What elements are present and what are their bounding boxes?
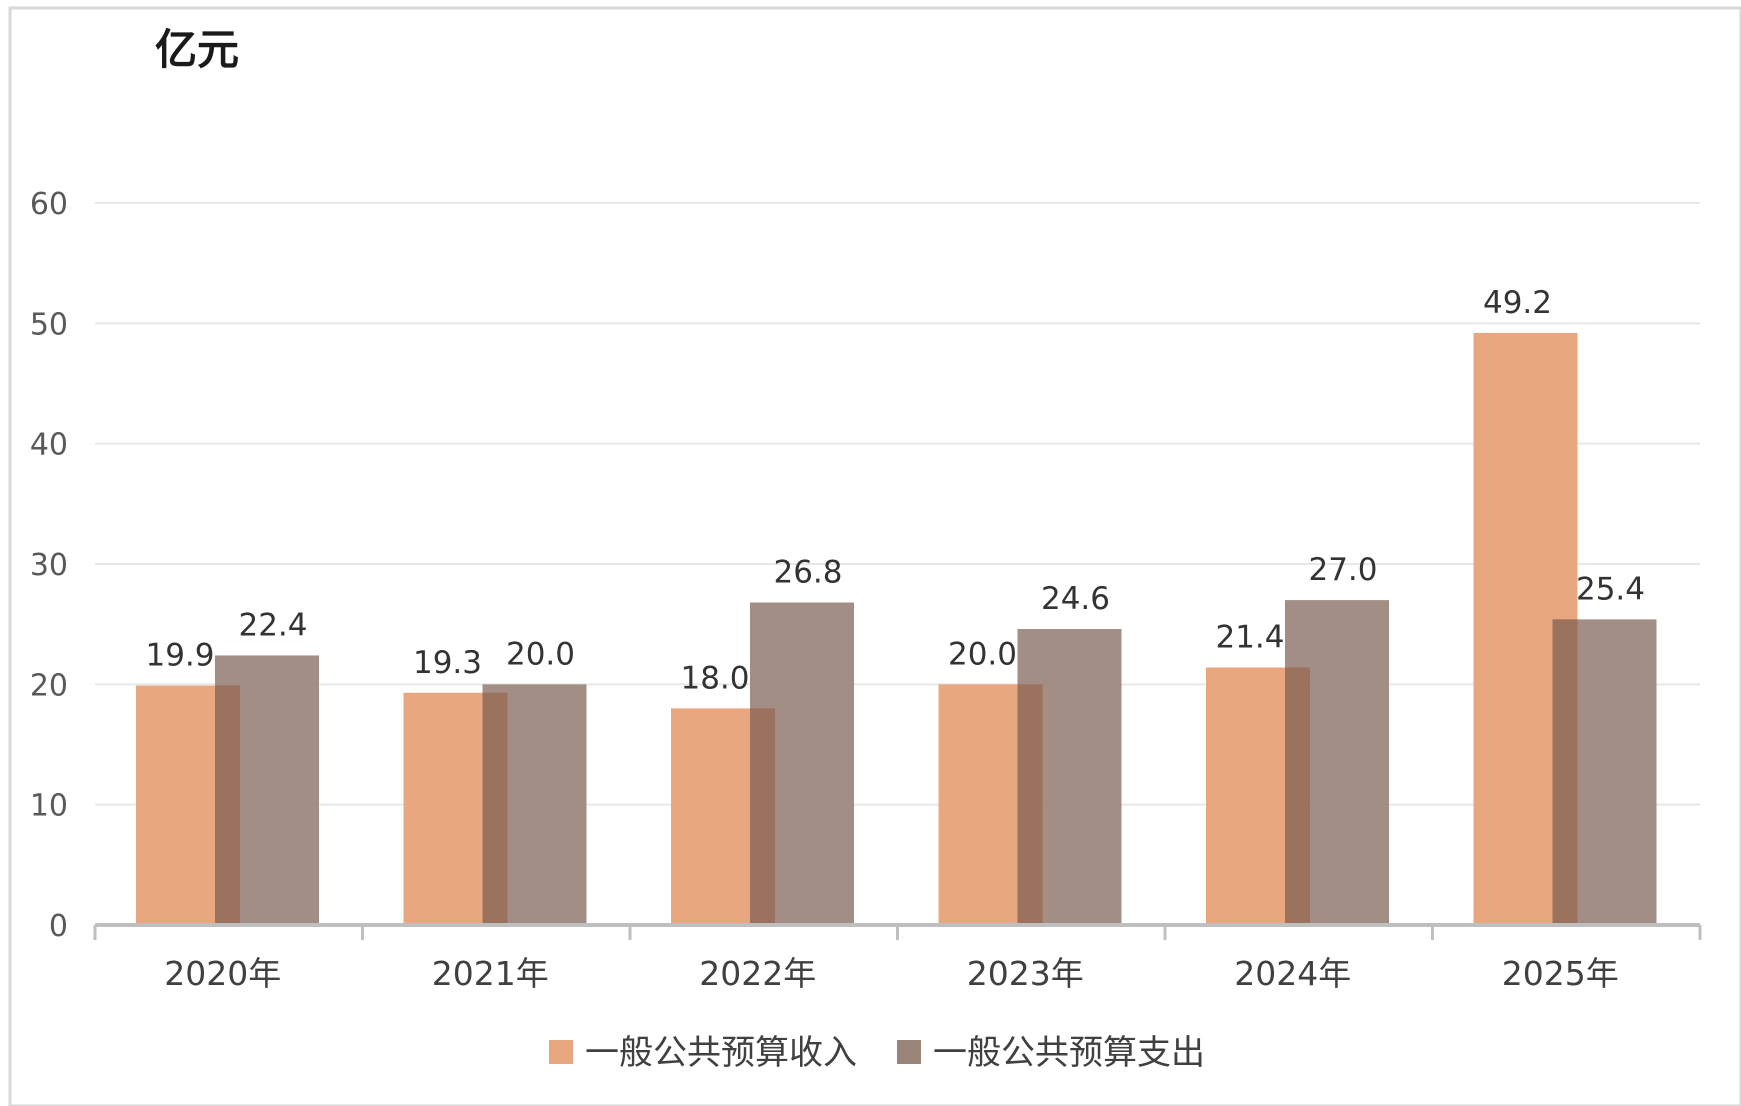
expenditure-data-label: 25.4 [1576, 571, 1645, 607]
revenue-data-label: 18.0 [680, 660, 749, 696]
x-category-label: 2022年 [699, 954, 816, 993]
x-category-label: 2021年 [432, 954, 549, 993]
bar-overlap-region [482, 692, 508, 925]
revenue-data-label: 20.0 [948, 636, 1017, 672]
x-category-label: 2020年 [164, 954, 281, 993]
x-axis-categories: 2020年 2021年 2022年 2023年 2024年 2025年 [164, 954, 1618, 993]
legend-label-revenue: 一般公共预算收入 [585, 1033, 857, 1073]
y-axis-unit-label: 亿元 [155, 25, 239, 74]
gridlines [95, 202, 1700, 806]
bar-overlap-region [1285, 667, 1310, 925]
bars [136, 332, 1657, 926]
y-tick-label: 60 [30, 187, 68, 222]
legend-label-expenditure: 一般公共预算支出 [933, 1033, 1205, 1073]
expenditure-data-label: 26.8 [773, 555, 842, 591]
data-labels: 19.9 22.4 19.3 20.0 18.0 26.8 20.0 24.6 21.4 27.0… [145, 285, 1645, 696]
y-axis-ticks: 0 10 20 30 40 50 60 [30, 187, 68, 944]
bar-overlap-region [1017, 684, 1043, 925]
expenditure-data-label: 22.4 [238, 607, 307, 643]
bar-overlap-region [750, 708, 775, 925]
y-tick-label: 0 [49, 909, 68, 944]
revenue-data-label: 19.3 [413, 645, 482, 681]
bar-overlap-region [1552, 619, 1578, 925]
revenue-data-label: 19.9 [145, 638, 214, 674]
expenditure-data-label: 24.6 [1041, 581, 1110, 617]
y-tick-label: 40 [30, 428, 68, 463]
y-tick-label: 20 [30, 668, 68, 703]
expenditure-data-label: 20.0 [506, 636, 575, 672]
y-tick-label: 10 [30, 789, 68, 824]
revenue-data-label: 49.2 [1483, 285, 1552, 321]
x-category-label: 2025年 [1502, 954, 1619, 993]
expenditure-data-label: 27.0 [1308, 552, 1377, 588]
y-tick-label: 50 [30, 307, 68, 342]
legend: 一般公共预算收入 一般公共预算支出 [549, 1033, 1205, 1073]
x-axis [93, 923, 1702, 940]
legend-swatch-revenue [549, 1040, 573, 1064]
y-tick-label: 30 [30, 548, 68, 583]
x-category-label: 2024年 [1234, 954, 1351, 993]
x-category-label: 2023年 [967, 954, 1084, 993]
legend-swatch-expenditure [897, 1040, 921, 1064]
revenue-data-label: 21.4 [1215, 619, 1284, 655]
bar-overlap-region [215, 685, 240, 925]
